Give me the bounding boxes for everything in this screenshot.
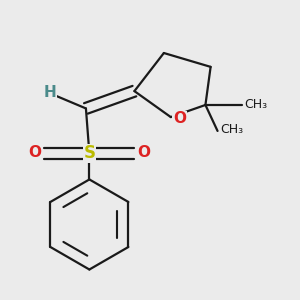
Text: O: O bbox=[173, 111, 186, 126]
Text: S: S bbox=[83, 145, 95, 163]
Text: H: H bbox=[43, 85, 56, 100]
Text: O: O bbox=[138, 145, 151, 160]
Text: CH₃: CH₃ bbox=[244, 98, 268, 112]
Text: CH₃: CH₃ bbox=[220, 123, 243, 136]
Text: O: O bbox=[28, 145, 41, 160]
